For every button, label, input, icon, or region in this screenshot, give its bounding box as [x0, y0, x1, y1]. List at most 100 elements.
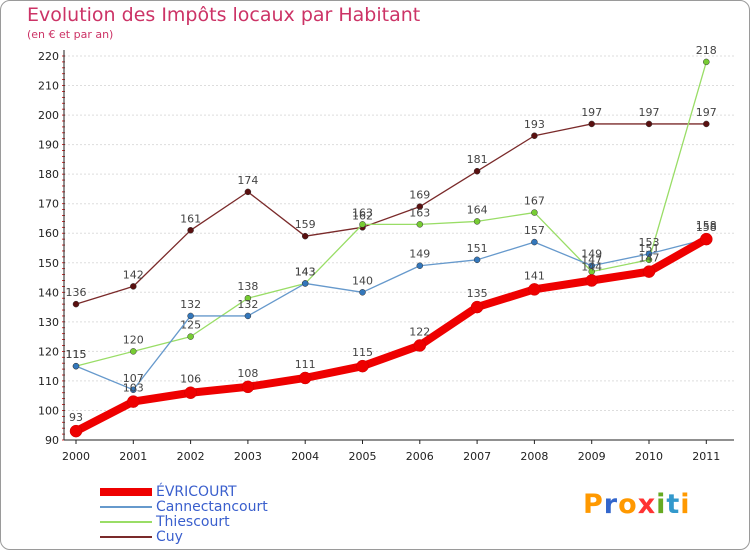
data-point-cuy: [244, 188, 252, 196]
legend-item-evricourt: ÉVRICOURT: [100, 484, 350, 500]
series-line-cuy: [75, 123, 707, 305]
data-point-cannectancourt: [588, 262, 595, 269]
y-tick-label: 140: [38, 286, 59, 299]
data-point--vricourt: [298, 371, 312, 385]
legend-swatch-cannectancourt: [100, 506, 152, 508]
data-label--vricourt: 135: [467, 287, 488, 300]
data-label-thiescourt: 115: [66, 348, 87, 361]
y-tick-label: 90: [45, 434, 59, 447]
data-label-cannectancourt: 132: [180, 298, 201, 311]
y-tick-label: 200: [38, 109, 59, 122]
logo-letter: t: [666, 489, 681, 520]
data-point-cuy: [130, 283, 137, 290]
data-point-cannectancourt: [301, 280, 309, 287]
logo-letter: i: [680, 489, 691, 520]
x-tick-label: 2000: [62, 450, 90, 463]
data-label--vricourt: 106: [180, 373, 201, 386]
data-point-thiescourt: [244, 294, 252, 302]
data-point--vricourt: [700, 232, 713, 246]
x-tick-label: 2008: [520, 450, 548, 463]
chart-subtitle: (en € et par an): [27, 28, 114, 41]
data-point-cuy: [588, 120, 595, 128]
data-label--vricourt: 115: [352, 346, 373, 359]
y-tick-label: 220: [38, 50, 59, 63]
data-label--vricourt: 103: [123, 382, 144, 395]
data-label-cannectancourt: 132: [237, 298, 258, 311]
data-point-thiescourt: [703, 58, 710, 66]
data-point-thiescourt: [416, 221, 424, 228]
logo-letter: P: [583, 489, 604, 520]
y-tick-label: 110: [38, 375, 59, 388]
x-tick-label: 2011: [692, 450, 720, 463]
data-point--vricourt: [470, 300, 484, 314]
data-point-cannectancourt: [359, 289, 366, 296]
data-point--vricourt: [184, 386, 197, 399]
data-label--vricourt: 111: [295, 358, 316, 371]
data-label-cuy: 162: [352, 209, 373, 222]
data-label-cuy: 174: [237, 174, 258, 187]
data-label-cannectancourt: 149: [409, 248, 430, 261]
data-point-thiescourt: [473, 218, 481, 225]
logo-letter: i: [656, 489, 667, 520]
proxiti-logo: Proxiti: [583, 489, 691, 520]
data-label-cuy: 136: [66, 286, 87, 299]
data-label--vricourt: 144: [581, 260, 602, 273]
data-point-cuy: [703, 120, 710, 128]
data-label-cuy: 181: [467, 153, 488, 166]
data-point-thiescourt: [531, 209, 538, 216]
y-tick-label: 170: [38, 198, 59, 211]
data-point--vricourt: [528, 283, 541, 296]
data-label-cuy: 142: [123, 268, 144, 281]
data-point--vricourt: [241, 380, 255, 394]
data-point-thiescourt: [130, 348, 137, 355]
y-tick-label: 180: [38, 168, 59, 181]
data-label-cannectancourt: 157: [524, 224, 545, 237]
data-label-thiescourt: 151: [639, 242, 660, 255]
data-label-cannectancourt: 107: [123, 372, 144, 385]
legend-item-cuy: Cuy: [100, 529, 350, 545]
y-tick-label: 210: [38, 80, 59, 93]
data-label--vricourt: 108: [237, 367, 258, 380]
y-tick-label: 100: [38, 404, 59, 417]
x-tick-label: 2005: [349, 450, 377, 463]
legend-swatch-cuy: [100, 536, 152, 538]
x-tick-label: 2009: [578, 450, 606, 463]
data-point--vricourt: [69, 424, 83, 438]
y-tick-label: 160: [38, 227, 59, 240]
data-point-cannectancourt: [531, 238, 538, 246]
series-line-cannectancourt: [75, 238, 707, 391]
data-label-cannectancourt: 153: [639, 236, 660, 249]
logo-letter: o: [618, 489, 638, 520]
data-label-cuy: 169: [409, 189, 430, 202]
data-label--vricourt: 141: [524, 269, 545, 282]
data-point--vricourt: [356, 359, 369, 373]
data-label-thiescourt: 167: [524, 195, 545, 208]
data-point--vricourt: [642, 265, 656, 278]
chart-title: Evolution des Impôts locaux par Habitant: [27, 4, 421, 26]
legend-swatch-thiescourt: [100, 521, 152, 523]
legend-item-cannectancourt: Cannectancourt: [100, 499, 350, 515]
data-point-cannectancourt: [416, 262, 424, 269]
data-label--vricourt: 122: [409, 325, 430, 338]
x-tick-label: 2001: [119, 450, 147, 463]
data-label-cannectancourt: 149: [581, 248, 602, 261]
data-point-cannectancourt: [244, 312, 252, 320]
data-label-cuy: 159: [295, 218, 316, 231]
logo-letter: r: [603, 489, 619, 520]
data-label-thiescourt: 143: [295, 265, 316, 278]
y-tick-label: 120: [38, 345, 59, 358]
data-point-cannectancourt: [187, 312, 194, 320]
y-tick-label: 150: [38, 257, 59, 270]
data-point-cannectancourt: [645, 250, 653, 258]
data-label-cannectancourt: 158: [696, 221, 717, 234]
data-point-cuy: [416, 203, 424, 210]
data-label-cannectancourt: 140: [352, 274, 373, 287]
data-point-cuy: [72, 300, 80, 308]
data-point-cuy: [187, 227, 194, 234]
legend-swatch-evricourt: [100, 488, 152, 496]
data-point-cannectancourt: [473, 256, 481, 264]
legend-label-cuy: Cuy: [156, 529, 183, 545]
x-tick-label: 2004: [291, 450, 319, 463]
data-label-cuy: 193: [524, 118, 545, 131]
